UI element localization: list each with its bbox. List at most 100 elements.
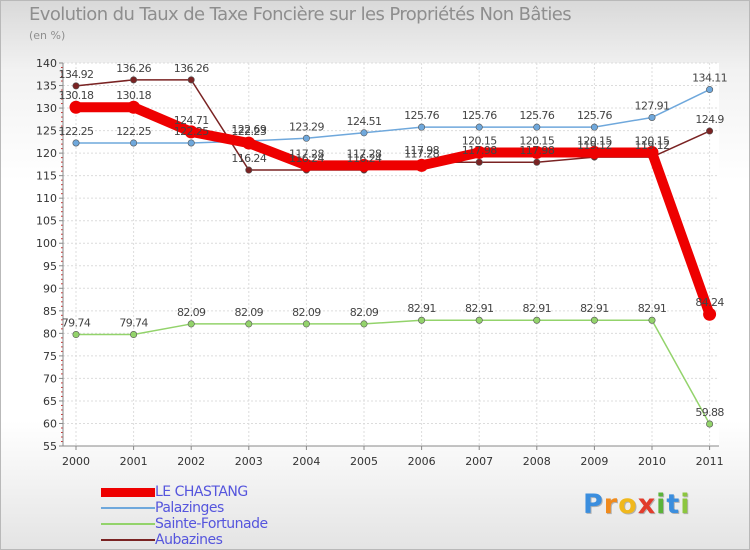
legend-label: LE CHASTANG bbox=[155, 484, 248, 500]
legend-item: Sainte-Fortunade bbox=[101, 516, 361, 532]
data-point bbox=[533, 123, 541, 131]
data-point bbox=[302, 320, 310, 328]
logo-letter: t bbox=[666, 489, 681, 520]
data-point bbox=[530, 145, 544, 159]
data-point bbox=[472, 145, 486, 159]
x-tick-label: 2006 bbox=[408, 455, 436, 468]
data-point bbox=[648, 113, 656, 121]
data-label: 117.98 bbox=[519, 144, 554, 157]
data-label: 136.26 bbox=[116, 62, 151, 75]
y-tick-label: 100 bbox=[36, 237, 57, 250]
data-label: 122.25 bbox=[59, 125, 94, 138]
data-point bbox=[187, 139, 195, 147]
data-point bbox=[703, 307, 717, 321]
data-label: 116.24 bbox=[347, 152, 382, 165]
data-label: 117.28 bbox=[289, 147, 324, 160]
y-tick-label: 75 bbox=[43, 350, 57, 363]
data-point bbox=[72, 139, 80, 147]
data-label: 123.29 bbox=[289, 120, 324, 133]
data-label: 122.23 bbox=[231, 125, 266, 138]
x-tick-label: 2004 bbox=[292, 455, 320, 468]
data-label: 120.15 bbox=[519, 134, 554, 147]
data-label: 82.91 bbox=[580, 302, 609, 315]
y-tick-label: 105 bbox=[36, 215, 57, 228]
data-label: 82.09 bbox=[292, 306, 321, 319]
y-tick-label: 110 bbox=[36, 192, 57, 205]
x-tick-label: 2000 bbox=[62, 455, 90, 468]
data-label: 125.76 bbox=[404, 109, 439, 122]
data-label: 82.91 bbox=[523, 302, 552, 315]
data-point bbox=[706, 420, 714, 428]
data-label: 59.88 bbox=[695, 406, 724, 419]
y-tick-label: 135 bbox=[36, 80, 57, 93]
data-label: 125.76 bbox=[519, 109, 554, 122]
y-tick-label: 65 bbox=[43, 395, 57, 408]
data-label: 82.91 bbox=[465, 302, 494, 315]
data-label: 117.98 bbox=[404, 144, 439, 157]
y-tick-label: 90 bbox=[43, 282, 57, 295]
y-tick-label: 125 bbox=[36, 125, 57, 138]
logo-letter: i bbox=[656, 489, 667, 520]
y-tick-label: 60 bbox=[43, 417, 57, 430]
data-point bbox=[130, 331, 138, 339]
data-point bbox=[360, 320, 368, 328]
y-tick-label: 140 bbox=[36, 57, 57, 70]
chart-title: Evolution du Taux de Taxe Foncière sur l… bbox=[29, 4, 572, 25]
data-point bbox=[184, 125, 198, 139]
legend-swatch bbox=[101, 507, 155, 509]
data-point bbox=[706, 127, 714, 135]
legend-item: Aubazines bbox=[101, 532, 361, 548]
data-label: 117.28 bbox=[404, 147, 439, 160]
x-tick-label: 2001 bbox=[120, 455, 148, 468]
logo-letter: P bbox=[583, 489, 604, 520]
data-label: 117.98 bbox=[462, 144, 497, 157]
series-line-le-chastang bbox=[71, 102, 715, 320]
data-label: 82.09 bbox=[177, 306, 206, 319]
data-point bbox=[127, 100, 141, 114]
x-tick-label: 2010 bbox=[638, 455, 666, 468]
data-label: 120.15 bbox=[577, 134, 612, 147]
data-label: 134.92 bbox=[59, 68, 94, 81]
data-label: 119.12 bbox=[635, 139, 670, 152]
data-label: 116.24 bbox=[289, 152, 324, 165]
data-label: 130.18 bbox=[116, 89, 151, 102]
data-label: 122.69 bbox=[231, 123, 266, 136]
logo-letter: o bbox=[618, 489, 638, 520]
y-tick-label: 95 bbox=[43, 260, 57, 273]
legend-swatch bbox=[101, 523, 155, 525]
data-label: 125.76 bbox=[577, 109, 612, 122]
data-point bbox=[590, 123, 598, 131]
y-tick-label: 115 bbox=[36, 170, 57, 183]
data-point bbox=[475, 316, 483, 324]
logo-letter: i bbox=[680, 489, 691, 520]
y-tick-label: 85 bbox=[43, 305, 57, 318]
data-label: 124.71 bbox=[174, 114, 209, 127]
data-point bbox=[418, 123, 426, 131]
data-point bbox=[130, 76, 138, 84]
data-label: 119.12 bbox=[577, 139, 612, 152]
x-tick-label: 2009 bbox=[580, 455, 608, 468]
data-label: 79.74 bbox=[62, 317, 91, 330]
legend-item: Palazinges bbox=[101, 500, 361, 516]
data-point bbox=[533, 316, 541, 324]
data-point bbox=[533, 158, 541, 166]
data-label: 82.91 bbox=[638, 302, 667, 315]
data-point bbox=[590, 316, 598, 324]
x-tick-label: 2002 bbox=[177, 455, 205, 468]
data-point bbox=[245, 320, 253, 328]
legend-item: LE CHASTANG bbox=[101, 484, 361, 500]
data-point bbox=[299, 158, 313, 172]
data-point bbox=[245, 166, 253, 174]
proxiti-logo: Proxiti bbox=[583, 489, 691, 520]
y-tick-label: 120 bbox=[36, 147, 57, 160]
data-point bbox=[69, 100, 83, 114]
data-label: 79.74 bbox=[119, 317, 148, 330]
series-line-sainte-fortunade bbox=[75, 319, 711, 425]
y-tick-label: 80 bbox=[43, 327, 57, 340]
data-point bbox=[360, 129, 368, 137]
data-point bbox=[475, 123, 483, 131]
data-point bbox=[187, 320, 195, 328]
